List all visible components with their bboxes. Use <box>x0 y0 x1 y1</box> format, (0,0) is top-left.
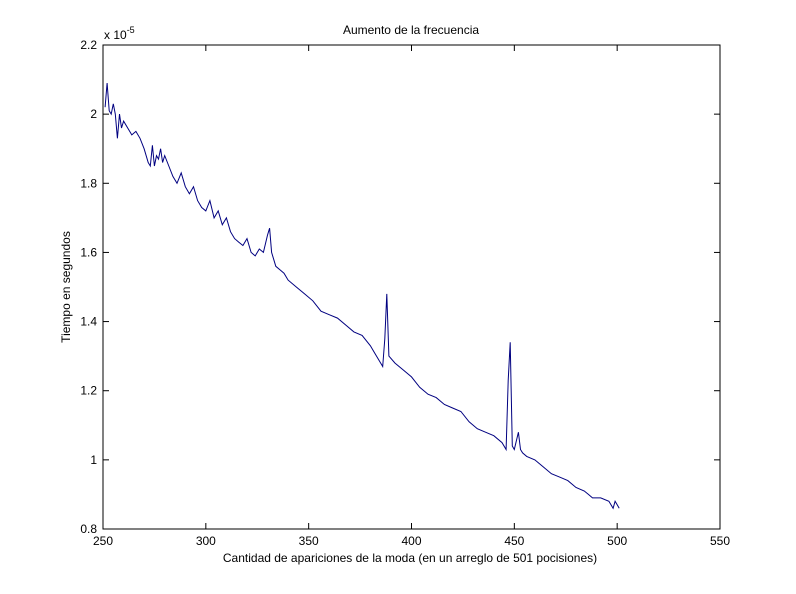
x-tick-label: 550 <box>710 534 730 548</box>
x-tick-labels: 250 300 350 400 450 500 550 <box>93 534 730 548</box>
x-axis-label: Cantidad de apariciones de la moda (en u… <box>223 551 597 565</box>
y-axis-label: Tiempo en segundos <box>59 231 73 343</box>
series-line <box>104 82 620 510</box>
y-tick-label: 1 <box>90 453 97 467</box>
x-tick-label: 250 <box>93 534 113 548</box>
x-tick-label: 450 <box>504 534 524 548</box>
y-tick-label: 1.8 <box>80 176 97 190</box>
axis-ticks <box>102 44 721 530</box>
y-tick-label: 1.4 <box>80 315 97 329</box>
x-tick-label: 350 <box>299 534 319 548</box>
y-tick-label: 0.8 <box>80 522 97 536</box>
chart-title: Aumento de la frecuencia <box>343 23 479 37</box>
y-tick-label: 1.6 <box>80 245 97 259</box>
x-tick-label: 400 <box>401 534 421 548</box>
plot-area <box>102 44 721 530</box>
y-tick-label: 1.2 <box>80 384 97 398</box>
x-tick-label: 500 <box>607 534 627 548</box>
x-tick-label: 300 <box>196 534 216 548</box>
y-tick-label: 2.2 <box>80 38 97 52</box>
y-scale-factor: x 10-5 <box>104 25 135 42</box>
y-tick-labels: 0.8 1 1.2 1.4 1.6 1.8 2 2.2 <box>80 38 97 536</box>
y-tick-label: 2 <box>90 107 97 121</box>
